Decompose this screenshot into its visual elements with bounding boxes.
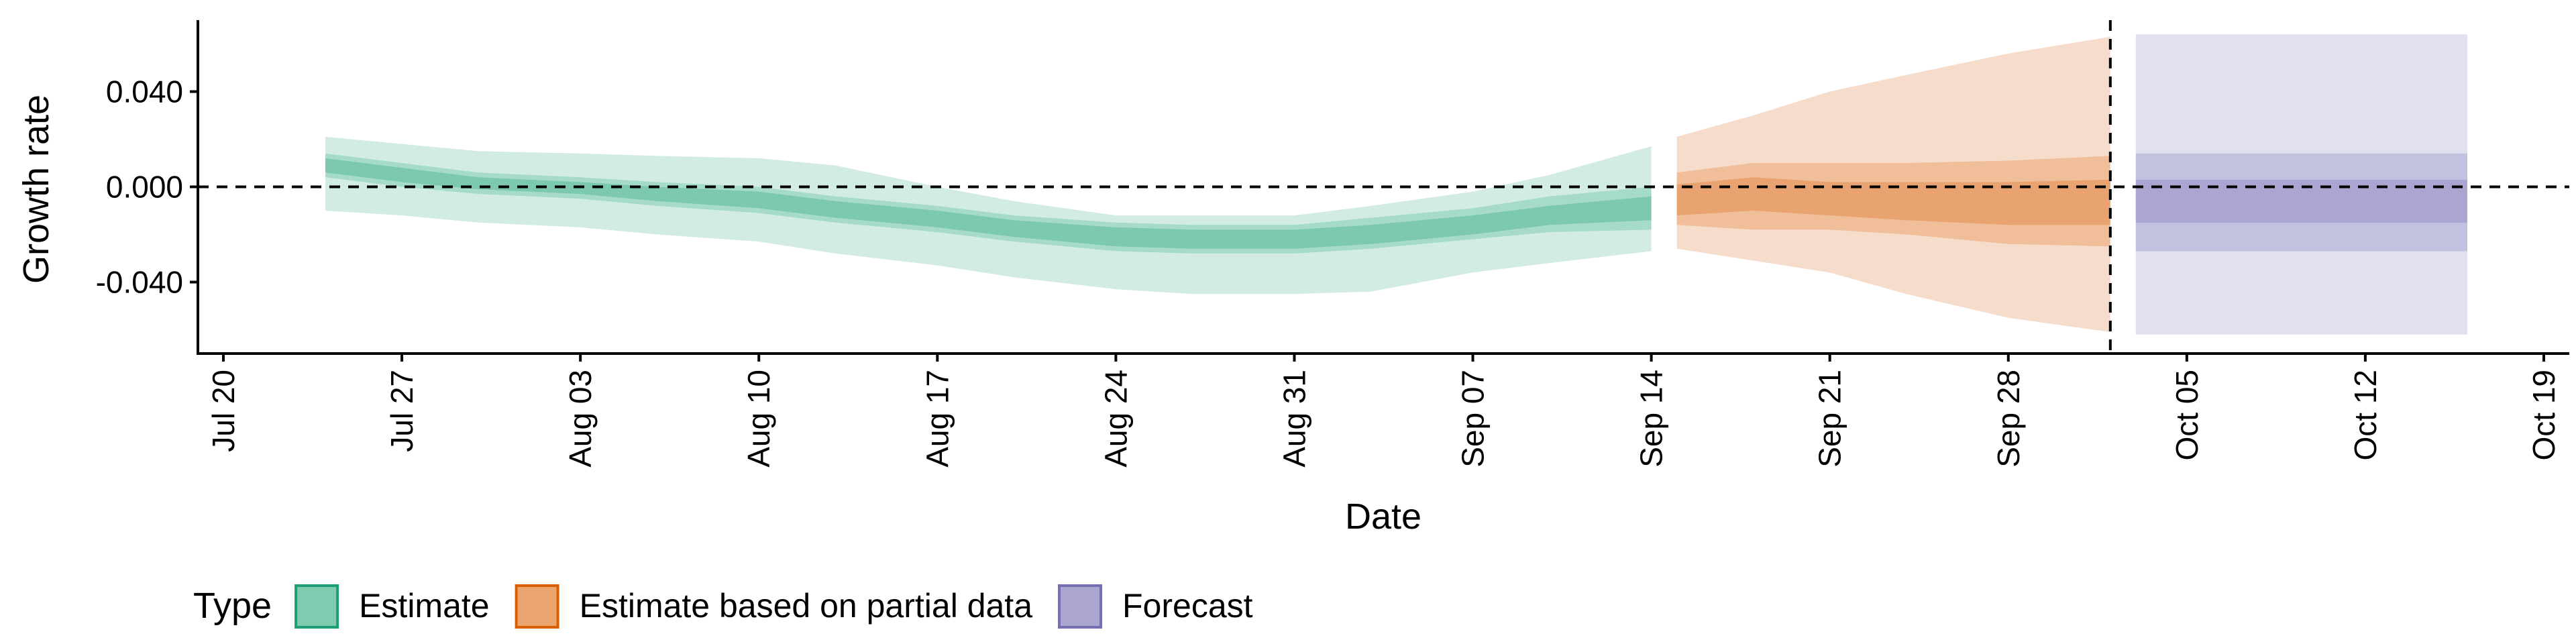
x-tick-label: Aug 31 [1277,370,1312,468]
ribbon-inner [1676,177,2110,225]
ribbon-inner [325,158,1652,249]
x-tick-label: Sep 21 [1813,370,1847,468]
legend-title: Type [193,586,272,626]
x-tick-label: Aug 24 [1098,370,1133,468]
series-2 [2135,34,2467,335]
y-tick-label: 0.040 [106,74,183,109]
x-tick-label: Oct 19 [2526,370,2561,461]
x-tick-label: Sep 14 [1634,370,1669,468]
y-tick-label: -0.040 [96,265,183,300]
tick-layer: 0.040 0.000 -0.040 Jul 20 Jul 27 Aug 03 Aug 10… [96,74,2561,468]
x-tick-label: Aug 10 [741,370,776,468]
x-tick-label: Aug 03 [563,370,598,468]
legend-key [294,584,339,629]
legend-key [1058,584,1103,629]
x-tick-label: Oct 05 [2169,370,2204,461]
legend: Type Estimate Estimate based on partial da… [193,584,1253,629]
x-tick-label: Sep 28 [1991,370,2026,468]
x-tick-label: Sep 07 [1456,370,1491,468]
x-axis-title: Date [1345,496,1421,537]
y-axis-title: Growth rate [16,95,56,284]
series-1 [1676,36,2110,333]
ribbon-layer [325,34,2467,335]
x-tick-label: Oct 12 [2348,370,2383,461]
x-tick-label: Jul 20 [206,370,241,452]
x-tick-label: Aug 17 [920,370,955,468]
reference-lines [198,20,2569,354]
y-tick-label: 0.000 [106,170,183,205]
legend-key [515,584,559,629]
series-0 [325,136,1652,294]
legend-label: Estimate based on partial data [580,587,1033,625]
legend-label: Forecast [1122,587,1253,625]
ribbon-inner [2135,179,2467,223]
x-tick-label: Jul 27 [384,370,419,452]
legend-label: Estimate [359,587,490,625]
